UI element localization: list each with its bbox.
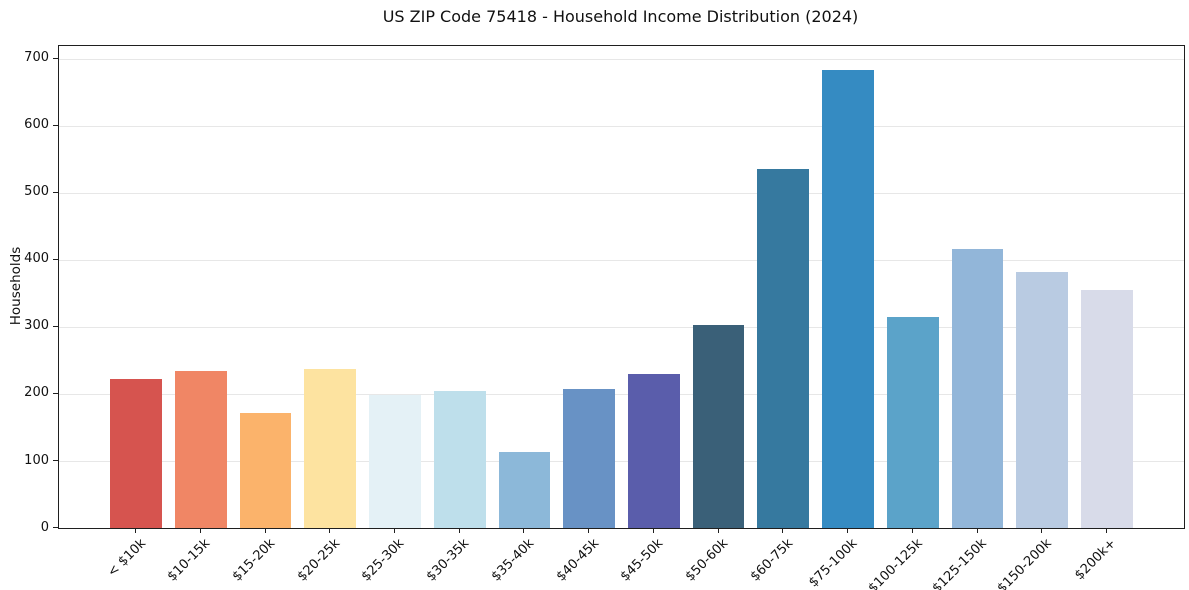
bar-$45-50k xyxy=(628,373,680,528)
x-tick-label: $35-40k xyxy=(488,536,537,585)
bar-$50-60k xyxy=(692,324,745,528)
y-tick-label: 300 xyxy=(24,318,49,334)
bar-$75-100k xyxy=(822,70,874,528)
x-tick-mark xyxy=(717,528,719,533)
x-tick-mark xyxy=(847,528,849,533)
x-tick-mark xyxy=(976,528,978,533)
bar-$200k+ xyxy=(1081,290,1133,528)
x-tick-label: $30-35k xyxy=(423,536,473,585)
y-tick-mark xyxy=(53,258,58,260)
x-tick-label: $45-50k xyxy=(618,536,667,585)
x-tick-label: < $10k xyxy=(104,536,149,581)
x-tick-mark xyxy=(1041,528,1043,533)
bar-< $10k xyxy=(110,378,162,528)
chart-title: US ZIP Code 75418 - Household Income Dis… xyxy=(382,7,859,26)
y-tick-label: 200 xyxy=(24,385,49,401)
x-tick-mark xyxy=(264,528,266,533)
gridline xyxy=(59,58,1184,60)
y-tick-label: 400 xyxy=(24,251,49,267)
bar-$40-45k xyxy=(563,389,615,528)
gridline xyxy=(59,326,1184,328)
x-tick-mark xyxy=(199,528,201,533)
y-tick-mark xyxy=(53,460,58,461)
y-tick-label: 700 xyxy=(24,50,49,66)
x-tick-label: $60-75k xyxy=(747,536,796,585)
x-tick-label: $10-15k xyxy=(164,536,214,585)
x-tick-label: $15-20k xyxy=(229,536,279,585)
x-tick-label: $150-200k xyxy=(994,536,1055,590)
y-tick-label: 0 xyxy=(40,519,49,535)
bar-$150-200k xyxy=(1016,271,1069,528)
x-tick-label: $50-60k xyxy=(682,536,732,585)
y-tick-mark xyxy=(53,325,58,327)
y-tick-label: 100 xyxy=(24,452,49,468)
y-tick-label: 500 xyxy=(24,184,49,200)
y-tick-mark xyxy=(53,124,58,126)
y-tick-label: 600 xyxy=(24,117,49,133)
x-tick-mark xyxy=(911,528,913,533)
x-tick-mark xyxy=(458,528,460,533)
bar-$25-30k xyxy=(369,394,421,528)
x-tick-label: $25-30k xyxy=(359,536,408,585)
x-tick-mark xyxy=(652,528,654,533)
x-tick-label: $200k+ xyxy=(1072,536,1120,584)
x-tick-mark xyxy=(588,528,590,533)
x-tick-mark xyxy=(782,528,784,533)
bar-$100-125k xyxy=(886,316,939,528)
x-tick-label: $125-150k xyxy=(929,536,991,590)
bar-$15-20k xyxy=(239,413,292,528)
bar-$20-25k xyxy=(304,369,357,528)
gridline xyxy=(59,461,1184,462)
gridline xyxy=(59,259,1184,261)
x-tick-label: $100-125k xyxy=(865,536,926,590)
gridline xyxy=(59,393,1184,395)
bar-$10-15k xyxy=(174,370,227,528)
x-tick-label: $20-25k xyxy=(294,536,343,585)
x-tick-label: $75-100k xyxy=(806,536,861,590)
x-tick-mark xyxy=(1106,528,1107,533)
gridline xyxy=(59,192,1184,194)
bar-$35-40k xyxy=(498,452,551,528)
bar-$30-35k xyxy=(433,390,486,528)
bar-$60-75k xyxy=(757,168,810,528)
y-tick-mark xyxy=(53,392,58,394)
x-tick-mark xyxy=(393,528,395,533)
plot-area xyxy=(58,45,1185,529)
y-tick-mark xyxy=(53,191,58,193)
x-tick-mark xyxy=(329,528,331,533)
y-tick-mark xyxy=(53,57,58,59)
bar-$125-150k xyxy=(951,249,1004,528)
x-tick-mark xyxy=(135,528,136,533)
gridline xyxy=(59,125,1184,127)
x-tick-mark xyxy=(523,528,525,533)
y-tick-mark xyxy=(53,527,58,528)
x-tick-label: $40-45k xyxy=(553,536,602,585)
